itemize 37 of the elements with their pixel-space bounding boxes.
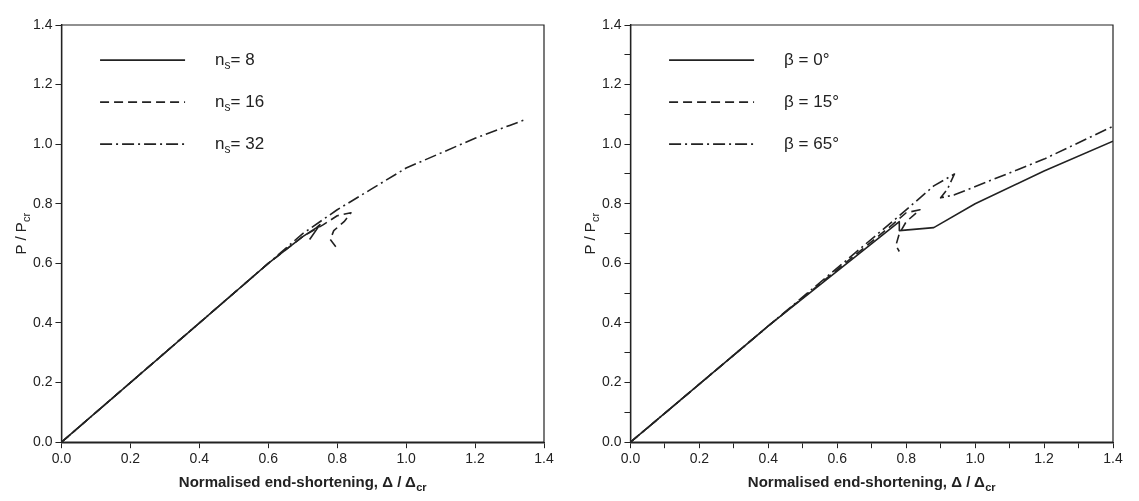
y-tick-label: 0.0 xyxy=(32,433,53,450)
x-tick-label: 0.6 xyxy=(827,450,848,467)
y-tick-label: 0.6 xyxy=(601,254,622,271)
x-tick-label: 0.4 xyxy=(189,450,210,467)
x-tick-label: 1.4 xyxy=(534,450,554,467)
legend-label: β = 15° xyxy=(784,91,839,111)
y-tick-label: 0.8 xyxy=(32,194,53,211)
x-tick-label: 1.0 xyxy=(965,450,986,467)
x-tick-label: 0.0 xyxy=(620,450,641,467)
y-tick-label: 0.4 xyxy=(32,313,53,330)
x-tick-label: 0.4 xyxy=(758,450,779,467)
x-tick-label: 1.4 xyxy=(1103,450,1123,467)
legend-label: β = 65° xyxy=(784,133,839,153)
y-tick-label: 0.4 xyxy=(601,313,622,330)
y-axis-title: P / Pcr xyxy=(581,212,602,255)
y-tick-label: 0.0 xyxy=(601,433,622,450)
y-tick-label: 1.0 xyxy=(601,135,622,152)
y-tick-label: 1.2 xyxy=(32,75,53,92)
y-tick-label: 1.4 xyxy=(32,15,53,32)
x-tick-label: 0.2 xyxy=(689,450,710,467)
y-tick-label: 1.4 xyxy=(601,15,622,32)
y-axis-title: P / Pcr xyxy=(12,212,33,255)
legend-label: β = 0° xyxy=(784,49,830,69)
x-tick-label: 0.8 xyxy=(327,450,348,467)
x-tick-label: 0.2 xyxy=(120,450,141,467)
y-tick-label: 1.2 xyxy=(601,75,622,92)
y-tick-label: 0.8 xyxy=(601,194,622,211)
x-tick-label: 1.2 xyxy=(465,450,486,467)
y-tick-label: 0.2 xyxy=(32,373,53,390)
x-tick-label: 0.6 xyxy=(258,450,279,467)
x-tick-label: 1.2 xyxy=(1034,450,1055,467)
x-tick-label: 0.8 xyxy=(896,450,917,467)
y-tick-label: 0.6 xyxy=(32,254,53,271)
y-tick-label: 0.2 xyxy=(601,373,622,390)
x-tick-label: 0.0 xyxy=(51,450,72,467)
y-tick-label: 1.0 xyxy=(32,135,53,152)
x-tick-label: 1.0 xyxy=(396,450,417,467)
